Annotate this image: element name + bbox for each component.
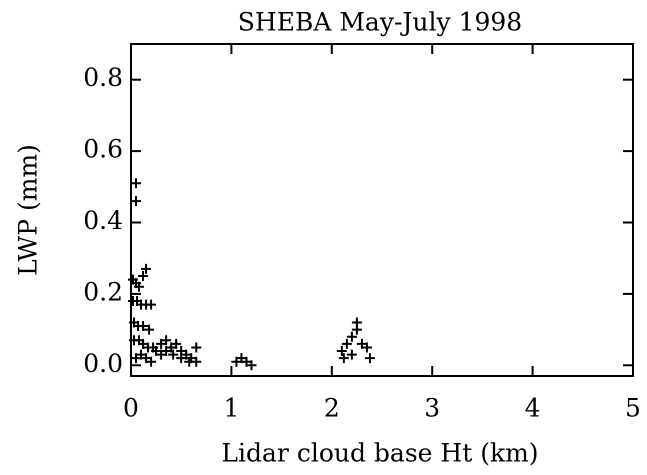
- point: [236, 353, 247, 364]
- x-tick-label: 3: [424, 394, 440, 423]
- y-tick-label: 0.0: [83, 349, 123, 378]
- point: [361, 342, 372, 353]
- point: [131, 353, 142, 364]
- x-tick-label: 5: [625, 394, 641, 423]
- point: [346, 349, 357, 360]
- point: [191, 342, 202, 353]
- chart-title: SHEBA May-July 1998: [238, 8, 522, 37]
- point: [131, 178, 142, 189]
- y-tick-label: 0.6: [83, 135, 123, 164]
- y-tick-label: 0.2: [83, 277, 123, 306]
- point: [144, 324, 155, 335]
- point: [364, 353, 375, 364]
- point: [241, 356, 252, 367]
- point: [356, 338, 367, 349]
- point: [171, 338, 182, 349]
- point: [134, 281, 145, 292]
- point: [246, 360, 257, 371]
- point: [138, 271, 149, 282]
- point: [336, 346, 347, 357]
- y-tick-label: 0.4: [83, 206, 123, 235]
- point: [131, 196, 142, 207]
- point: [146, 299, 157, 310]
- point: [141, 353, 152, 364]
- point: [231, 356, 242, 367]
- x-tick-label: 1: [223, 394, 239, 423]
- point: [341, 338, 352, 349]
- point: [184, 356, 195, 367]
- point: [181, 349, 192, 360]
- point: [166, 342, 177, 353]
- point: [151, 346, 162, 357]
- x-tick-label: 0: [123, 394, 139, 423]
- x-tick-label: 4: [525, 394, 541, 423]
- point: [156, 349, 167, 360]
- point: [156, 338, 167, 349]
- point: [168, 349, 179, 360]
- point: [161, 335, 172, 346]
- point: [351, 324, 362, 335]
- point: [161, 346, 172, 357]
- point: [136, 349, 147, 360]
- y-axis-label: LWP (mm): [14, 144, 43, 276]
- x-tick-label: 2: [324, 394, 340, 423]
- point: [346, 331, 357, 342]
- y-tick-label: 0.8: [83, 63, 123, 92]
- x-axis-label: Lidar cloud base Ht (km): [221, 439, 538, 468]
- point: [138, 321, 149, 332]
- point: [141, 263, 152, 274]
- point: [338, 353, 349, 364]
- point: [138, 338, 149, 349]
- plot-frame: [130, 43, 634, 377]
- point: [146, 356, 157, 367]
- point: [176, 353, 187, 364]
